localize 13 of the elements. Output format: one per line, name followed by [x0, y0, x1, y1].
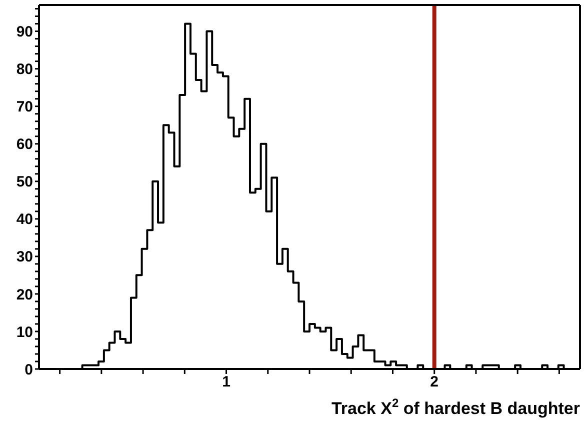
y-tick-label: 90	[16, 24, 33, 41]
y-tick-label: 20	[16, 286, 33, 304]
y-tick-label: 80	[16, 61, 33, 78]
y-tick-label: 70	[16, 98, 33, 116]
x-tick-label: 1	[222, 374, 230, 391]
y-tick-label: 0	[24, 361, 33, 378]
y-tick-label: 60	[16, 136, 33, 154]
y-tick-label: 10	[16, 324, 33, 341]
x-axis-title: Track X$^{2}$ of hardest B daughter	[331, 396, 580, 418]
y-tick-label: 50	[16, 174, 33, 191]
y-tick-label: 30	[16, 248, 33, 266]
y-tick-label: 40	[16, 211, 33, 228]
x-tick-label: 2	[430, 374, 439, 391]
